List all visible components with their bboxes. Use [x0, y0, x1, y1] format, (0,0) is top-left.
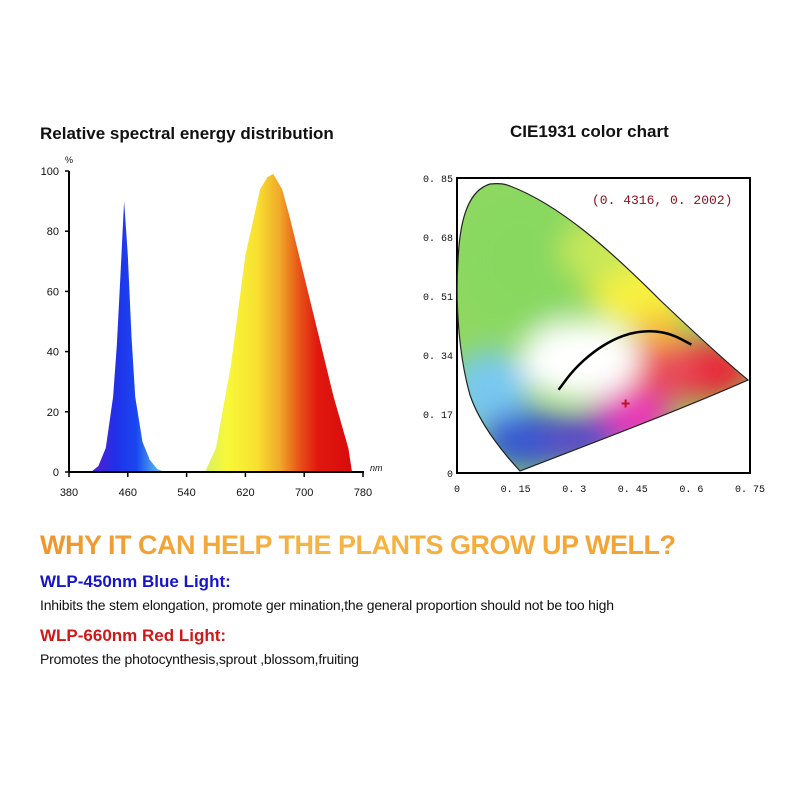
red-peak-area [204, 174, 352, 472]
cie-x-tick-label: 0. 6 [679, 485, 703, 496]
blue-light-description: Inhibits the stem elongation, promote ge… [40, 597, 614, 613]
x-tick-label: 780 [354, 487, 372, 499]
cie-y-tick-label: 0. 51 [423, 293, 453, 304]
y-tick-label: 60 [47, 286, 59, 298]
cie-y-tick-label: 0. 85 [423, 175, 453, 186]
y-unit-label: % [65, 155, 73, 165]
y-tick-label: 80 [47, 226, 59, 238]
blue-peak-area [91, 201, 165, 472]
planckian-locus-curve [557, 330, 692, 391]
x-tick-label: 700 [295, 487, 313, 499]
x-tick-label: 460 [119, 487, 137, 499]
cie-y-tick-label: 0. 68 [423, 234, 453, 245]
red-light-heading: WLP-660nm Red Light: [40, 626, 227, 645]
cie-y-tick-label: 0. 34 [423, 352, 453, 363]
y-tick-label: 20 [47, 407, 59, 419]
cie-y-tick-label: 0 [447, 470, 453, 481]
cie-x-tick-label: 0. 15 [501, 485, 531, 496]
cie-chart-title: CIE1931 color chart [510, 122, 669, 141]
cie-x-tick-label: 0. 45 [618, 485, 648, 496]
chromaticity-coordinate-label: (0. 4316, 0. 2002) [592, 193, 732, 208]
y-tick-label: 0 [53, 467, 59, 479]
headline: WHY IT CAN HELP THE PLANTS GROW UP WELL? [40, 530, 676, 560]
cie-y-tick-label: 0. 17 [423, 411, 453, 422]
cie-x-tick-label: 0. 3 [562, 485, 586, 496]
cie-x-tick-label: 0 [454, 485, 460, 496]
y-tick-label: 40 [47, 347, 59, 359]
x-tick-label: 620 [236, 487, 254, 499]
x-tick-label: 540 [177, 487, 195, 499]
x-unit-label: nm [370, 463, 383, 473]
cie-x-tick-label: 0. 75 [735, 485, 765, 496]
x-tick-label: 380 [60, 487, 78, 499]
spectral-chart: 0 20 40 60 80 100 380 460 540 620 700 780 % nm [41, 155, 383, 499]
chromaticity-point-marker [621, 399, 630, 408]
spectral-chart-title: Relative spectral energy distribution [40, 124, 334, 143]
cie-chart: (0. 4316, 0. 2002) 0 0. 17 0. 34 0. 51 0. 68… [423, 175, 765, 496]
blue-light-heading: WLP-450nm Blue Light: [40, 572, 231, 591]
y-tick-label: 100 [41, 166, 59, 178]
red-light-description: Promotes the photocynthesis,sprout ,blos… [40, 651, 359, 667]
